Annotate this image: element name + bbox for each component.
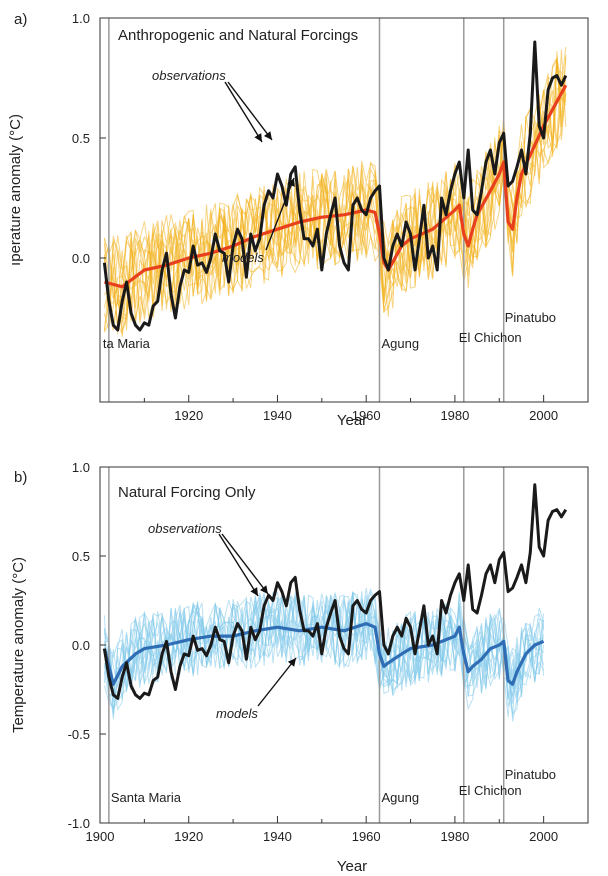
ensemble-member-line bbox=[103, 56, 567, 334]
ensemble-member-line bbox=[103, 93, 567, 333]
x-tick-label: 1980 bbox=[440, 829, 469, 844]
y-tick-label: -1.0 bbox=[68, 816, 90, 831]
volcano-label: El Chichon bbox=[459, 783, 522, 798]
annotation-arrow-line bbox=[224, 81, 263, 143]
observations-annotation-b: observations bbox=[148, 521, 222, 536]
panel-b: 1900 1920 1940 1960 1980 2000 -1.0 -0.5 0.0 0.5 1… bbox=[10, 460, 589, 875]
ensemble-member-line bbox=[103, 591, 544, 717]
x-tick-label: 1960 bbox=[352, 829, 381, 844]
x-tick-label: 2000 bbox=[529, 408, 558, 423]
observations-a bbox=[102, 40, 568, 332]
volcano-label: ta Maria bbox=[103, 336, 151, 351]
y-tick-label: 0.5 bbox=[72, 131, 90, 146]
panel-title-b: Natural Forcing Only bbox=[118, 484, 256, 501]
plot-frame-a bbox=[99, 17, 589, 403]
x-tick-label: 1940 bbox=[263, 408, 292, 423]
x-tick-label: 1940 bbox=[263, 829, 292, 844]
model-mean-line bbox=[102, 621, 545, 686]
y-tick-label: -0.5 bbox=[68, 727, 90, 742]
y-tick-label: 0.0 bbox=[72, 251, 90, 266]
observations-annotation-a: observations bbox=[152, 68, 226, 83]
x-tick-label: 2000 bbox=[529, 829, 558, 844]
ensemble-member-line bbox=[103, 591, 545, 707]
volcano-label: Pinatubo bbox=[505, 767, 556, 782]
x-ticks-a: 1920 1940 1960 1980 2000 bbox=[99, 395, 589, 423]
annotation-arrow-line bbox=[257, 657, 297, 707]
observations-line bbox=[102, 483, 568, 700]
x-axis-label-a: Year bbox=[337, 412, 367, 429]
annotation-arrowhead bbox=[259, 585, 268, 594]
y-ticks-b: -1.0 -0.5 0.0 0.5 1.0 bbox=[68, 460, 106, 831]
annotation-arrows-b bbox=[218, 533, 297, 707]
model-mean-b bbox=[102, 621, 545, 686]
x-ticks-b: 1900 1920 1940 1960 1980 2000 bbox=[86, 816, 589, 844]
models-annotation-b: models bbox=[216, 706, 258, 721]
ensemble-member-line bbox=[103, 58, 567, 336]
x-axis-label-b: Year bbox=[337, 858, 367, 875]
y-tick-label: 1.0 bbox=[72, 460, 90, 475]
volcano-label: Agung bbox=[381, 336, 419, 351]
y-ticks-a: 0.0 0.5 1.0 bbox=[72, 11, 106, 266]
annotation-arrowhead bbox=[287, 658, 296, 667]
annotation-arrow-line bbox=[221, 533, 269, 595]
annotation-arrowhead bbox=[287, 178, 295, 187]
annotation-arrows-a bbox=[224, 81, 295, 251]
annotation-arrowhead bbox=[250, 587, 258, 596]
ensemble-member-line bbox=[103, 71, 567, 338]
volcano-label: Santa Maria bbox=[111, 790, 182, 805]
annotation-arrowhead bbox=[263, 131, 272, 140]
panel-a: 1920 1940 1960 1980 2000 0.0 0.5 1.0 ta Maria A… bbox=[7, 11, 589, 429]
y-tick-label: 0.0 bbox=[72, 638, 90, 653]
plot-frame bbox=[99, 17, 589, 403]
x-tick-label: 1920 bbox=[174, 829, 203, 844]
ensemble-member-line bbox=[103, 56, 567, 330]
panel-letter-b: b) bbox=[14, 469, 27, 486]
ensemble-spread-a bbox=[103, 46, 567, 338]
y-tick-label: 0.5 bbox=[72, 549, 90, 564]
annotation-arrow-line bbox=[265, 177, 295, 251]
x-tick-label: 1960 bbox=[352, 408, 381, 423]
y-tick-label: 1.0 bbox=[72, 11, 90, 26]
panel-letter-a: a) bbox=[14, 11, 27, 28]
x-tick-label: 1900 bbox=[86, 829, 115, 844]
models-annotation-a: models bbox=[222, 250, 264, 265]
x-tick-label: 1980 bbox=[440, 408, 469, 423]
x-tick-label: 1920 bbox=[174, 408, 203, 423]
volcano-label: El Chichon bbox=[459, 330, 522, 345]
y-axis-label-b: Temperature anomaly (°C) bbox=[10, 557, 27, 733]
volcano-label: Agung bbox=[381, 790, 419, 805]
annotation-arrowhead bbox=[254, 133, 262, 142]
y-axis-label-a: ıperature anomaly (°C) bbox=[7, 114, 24, 266]
panel-title-a: Anthropogenic and Natural Forcings bbox=[118, 27, 358, 44]
annotation-arrow-line bbox=[218, 533, 259, 597]
observations-line bbox=[102, 40, 568, 332]
annotation-arrow-line bbox=[227, 81, 273, 141]
observations-b bbox=[102, 483, 568, 700]
volcano-labels-a: ta Maria Agung El Chichon Pinatubo bbox=[103, 310, 556, 351]
ensemble-member-line bbox=[103, 51, 567, 331]
volcano-label: Pinatubo bbox=[505, 310, 556, 325]
